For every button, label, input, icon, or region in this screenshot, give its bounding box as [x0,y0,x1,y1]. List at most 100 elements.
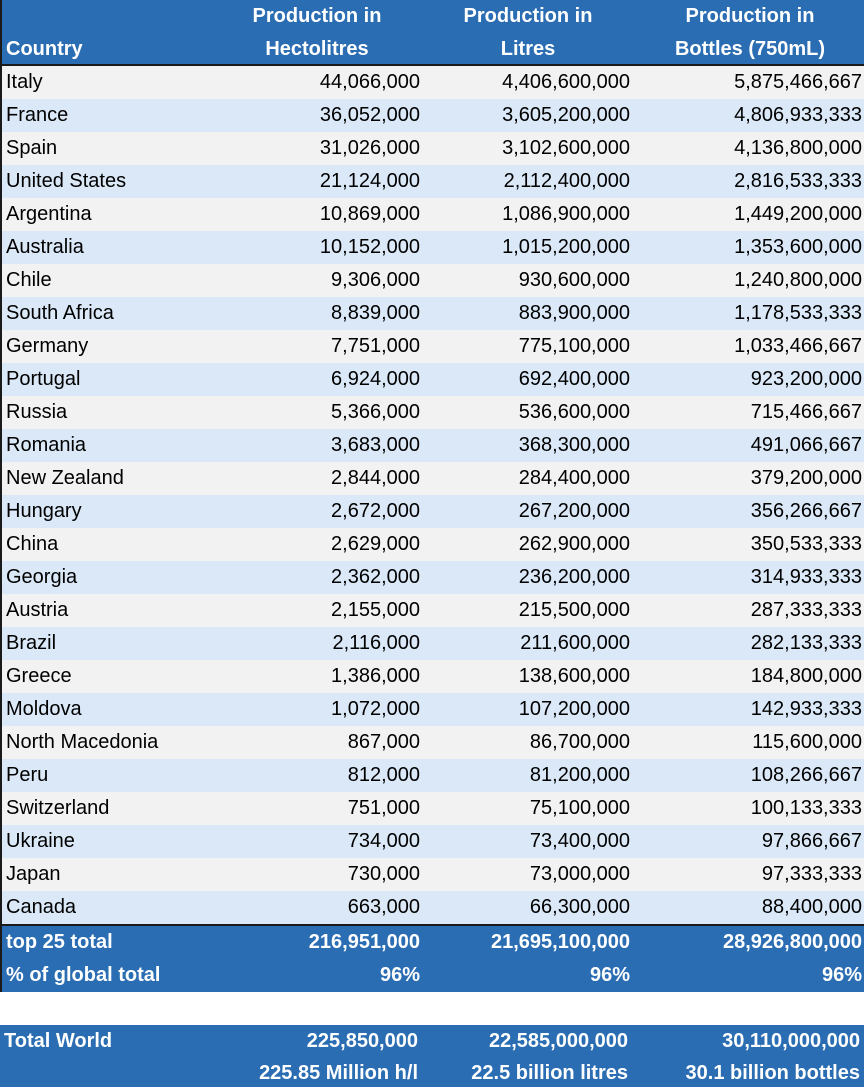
cell-litres[interactable]: 236,200,000 [518,566,630,588]
cell-hectolitres[interactable]: 225.85 Million h/l [259,1062,418,1084]
cell-hectolitres[interactable]: 730,000 [347,863,420,885]
cell-country[interactable]: Ukraine [6,830,75,852]
cell-country[interactable]: Germany [6,335,89,357]
cell-country[interactable]: Chile [6,269,52,291]
cell-hectolitres[interactable]: 8,839,000 [331,302,420,324]
cell-country[interactable] [0,1057,210,1087]
cell-bottles[interactable]: 715,466,667 [750,401,862,423]
column-header-hectolitres[interactable]: Production in Hectolitres [212,0,422,69]
cell-hectolitres[interactable]: 3,683,000 [331,434,420,456]
cell-hectolitres[interactable]: 96% [379,964,420,986]
cell-bottles[interactable]: 100,133,333 [750,797,862,819]
cell-country[interactable]: % of global total [6,964,161,986]
cell-bottles[interactable]: 142,933,333 [750,698,862,720]
column-header-litres[interactable]: Production in Litres [422,0,634,69]
cell-litres[interactable]: 284,400,000 [518,467,630,489]
cell-hectolitres[interactable]: 10,152,000 [319,236,420,258]
cell-hectolitres[interactable]: 663,000 [347,896,420,918]
cell-country[interactable]: Australia [6,236,84,258]
cell-litres[interactable]: 4,406,600,000 [502,71,630,93]
cell-litres[interactable]: 21,695,100,000 [490,931,630,953]
cell-bottles[interactable]: 923,200,000 [750,368,862,390]
cell-litres[interactable]: 1,015,200,000 [502,236,630,258]
cell-country[interactable]: Hungary [6,500,82,522]
cell-litres[interactable]: 215,500,000 [518,599,630,621]
cell-litres[interactable]: 536,600,000 [518,401,630,423]
cell-country[interactable]: Romania [6,434,87,456]
cell-hectolitres[interactable]: 2,155,000 [331,599,420,621]
cell-litres[interactable]: 775,100,000 [518,335,630,357]
cell-bottles[interactable]: 28,926,800,000 [722,931,862,953]
cell-bottles[interactable]: 88,400,000 [761,896,862,918]
cell-litres[interactable]: 262,900,000 [518,533,630,555]
cell-hectolitres[interactable]: 751,000 [347,797,420,819]
cell-bottles[interactable]: 96% [821,964,862,986]
cell-bottles[interactable]: 314,933,333 [750,566,862,588]
cell-country[interactable]: top 25 total [6,931,113,953]
cell-litres[interactable]: 22.5 billion litres [471,1062,628,1084]
cell-bottles[interactable]: 379,200,000 [750,467,862,489]
cell-country[interactable]: Argentina [6,203,92,225]
cell-bottles[interactable]: 287,333,333 [750,599,862,621]
cell-country[interactable]: Moldova [6,698,82,720]
cell-hectolitres[interactable]: 21,124,000 [319,170,420,192]
cell-country[interactable]: Japan [6,863,61,885]
cell-litres[interactable]: 96% [589,964,630,986]
cell-hectolitres[interactable]: 44,066,000 [319,71,420,93]
cell-hectolitres[interactable]: 6,924,000 [331,368,420,390]
cell-hectolitres[interactable]: 10,869,000 [319,203,420,225]
cell-country[interactable]: Greece [6,665,72,687]
cell-bottles[interactable]: 184,800,000 [750,665,862,687]
cell-litres[interactable]: 75,100,000 [529,797,630,819]
column-header-bottles[interactable]: Production in Bottles (750mL) [634,0,864,69]
cell-litres[interactable]: 692,400,000 [518,368,630,390]
cell-litres[interactable]: 107,200,000 [518,698,630,720]
cell-hectolitres[interactable]: 9,306,000 [331,269,420,291]
cell-bottles[interactable]: 1,178,533,333 [734,302,862,324]
cell-litres[interactable]: 2,112,400,000 [503,170,630,192]
cell-hectolitres[interactable]: 734,000 [347,830,420,852]
cell-bottles[interactable]: 4,806,933,333 [734,104,862,126]
cell-bottles[interactable]: 282,133,333 [750,632,862,654]
cell-litres[interactable]: 138,600,000 [518,665,630,687]
cell-hectolitres[interactable]: 2,629,000 [331,533,420,555]
cell-country[interactable]: Canada [6,896,77,918]
cell-litres[interactable]: 73,000,000 [529,863,630,885]
cell-country[interactable]: South Africa [6,302,114,324]
cell-country[interactable]: Total World [4,1030,113,1052]
cell-country[interactable]: Russia [6,401,68,423]
cell-hectolitres[interactable]: 2,116,000 [332,632,421,654]
cell-country[interactable]: Spain [6,137,58,159]
cell-bottles[interactable]: 356,266,667 [750,500,862,522]
cell-bottles[interactable]: 108,266,667 [750,764,862,786]
cell-bottles[interactable]: 1,449,200,000 [734,203,862,225]
cell-litres[interactable]: 883,900,000 [518,302,630,324]
cell-country[interactable]: North Macedonia [6,731,159,753]
cell-litres[interactable]: 211,600,000 [520,632,630,654]
cell-litres[interactable]: 22,585,000,000 [488,1030,628,1052]
cell-hectolitres[interactable]: 812,000 [347,764,420,786]
cell-country[interactable]: United States [6,170,127,192]
cell-hectolitres[interactable]: 1,072,000 [331,698,420,720]
cell-litres[interactable]: 3,102,600,000 [502,137,630,159]
cell-hectolitres[interactable]: 36,052,000 [319,104,420,126]
cell-hectolitres[interactable]: 216,951,000 [308,931,420,953]
cell-hectolitres[interactable]: 7,751,000 [331,335,420,357]
cell-hectolitres[interactable]: 5,366,000 [331,401,420,423]
cell-bottles[interactable]: 115,600,000 [752,731,862,753]
cell-bottles[interactable]: 30,110,000,000 [722,1030,860,1052]
cell-country[interactable]: Switzerland [6,797,110,819]
cell-hectolitres[interactable]: 2,844,000 [331,467,420,489]
cell-bottles[interactable]: 97,866,667 [761,830,862,852]
cell-litres[interactable]: 66,300,000 [529,896,630,918]
cell-country[interactable]: Portugal [6,368,81,390]
cell-litres[interactable]: 86,700,000 [529,731,630,753]
cell-hectolitres[interactable]: 225,850,000 [306,1030,418,1052]
cell-litres[interactable]: 930,600,000 [518,269,630,291]
cell-litres[interactable]: 73,400,000 [529,830,630,852]
cell-bottles[interactable]: 1,240,800,000 [734,269,862,291]
cell-bottles[interactable]: 97,333,333 [761,863,862,885]
cell-hectolitres[interactable]: 1,386,000 [331,665,420,687]
cell-country[interactable]: Brazil [6,632,57,654]
cell-litres[interactable]: 3,605,200,000 [502,104,630,126]
